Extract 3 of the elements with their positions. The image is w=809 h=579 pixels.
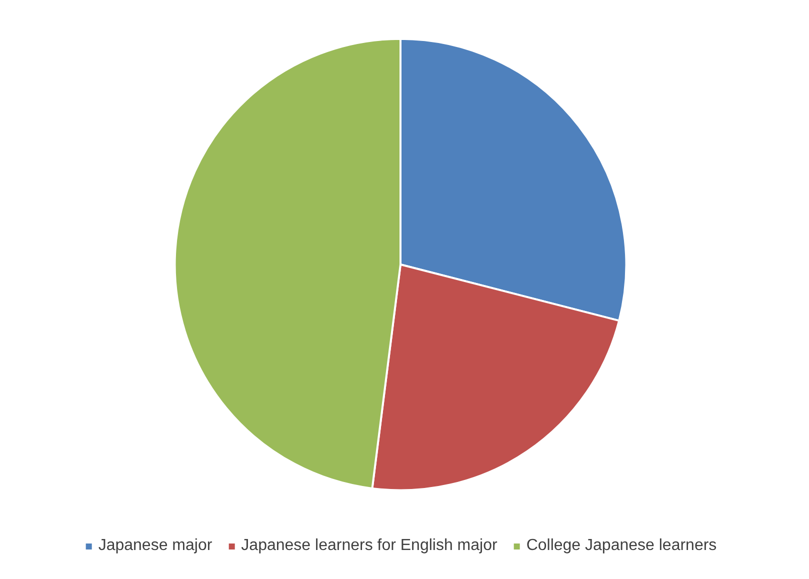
legend-label: College Japanese learners xyxy=(526,537,717,555)
legend-label: Japanese major xyxy=(98,537,212,555)
legend-label: Japanese learners for English major xyxy=(241,537,498,555)
